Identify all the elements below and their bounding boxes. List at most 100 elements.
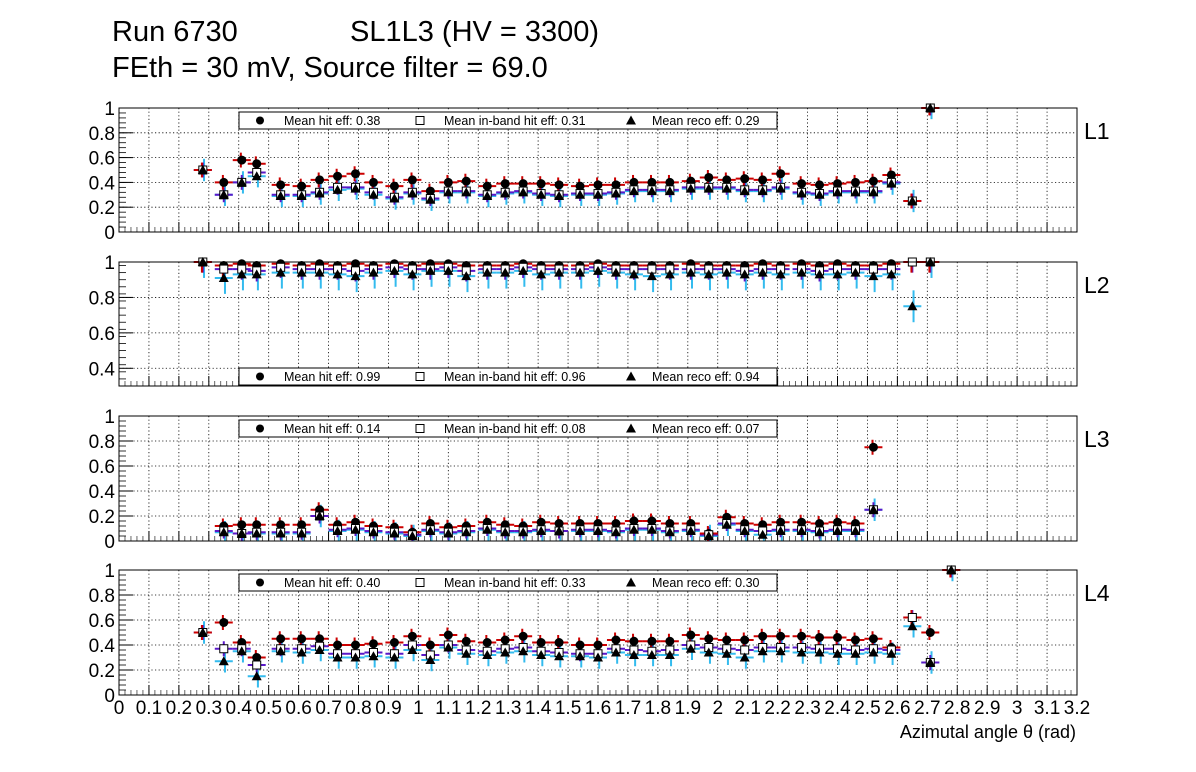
reco-marker	[407, 188, 418, 198]
reco-marker	[646, 650, 657, 659]
legend-hit-marker	[256, 372, 264, 381]
x-tick-label: 3.1	[1034, 698, 1060, 719]
legend-hit-marker	[256, 578, 264, 587]
reco-marker	[832, 648, 843, 658]
hit-marker	[647, 516, 657, 526]
y-tick-label: 0	[104, 686, 115, 707]
hit-marker	[629, 636, 639, 646]
reco-marker	[814, 527, 825, 537]
reco-marker	[461, 271, 472, 281]
hit-marker	[704, 172, 714, 182]
hit-marker	[219, 177, 229, 187]
reco-marker	[314, 188, 325, 198]
y-tick-label: 0.6	[89, 457, 115, 478]
reco-marker	[907, 621, 918, 631]
reco-marker	[796, 526, 807, 535]
reco-marker	[775, 183, 786, 193]
hit-marker	[665, 177, 675, 187]
hit-marker	[850, 177, 860, 187]
legend-l4: Mean hit eff: 0.40 Mean in-band hit eff: …	[238, 573, 778, 592]
x-tick-label: 1.3	[495, 698, 521, 719]
x-tick-label: 1	[413, 698, 424, 719]
hit-marker	[237, 155, 247, 165]
reco-marker	[664, 650, 675, 659]
hit-marker	[237, 520, 247, 530]
x-tick-label: 2.5	[854, 698, 880, 719]
panel-l4: 0 0.2 0.4 0.6 0.8 1 Mean hit eff: 0.40 Mean in-…	[89, 561, 1110, 707]
reco-marker	[850, 526, 861, 535]
reco-marker	[314, 645, 325, 654]
reco-marker	[332, 652, 343, 662]
reco-marker	[389, 265, 400, 275]
reco-marker	[628, 269, 639, 279]
hit-marker	[554, 519, 564, 528]
hit-marker	[815, 180, 825, 190]
reco-marker	[703, 531, 714, 540]
hit-marker	[740, 635, 750, 645]
y-tick-label: 0.8	[89, 124, 115, 145]
hit-marker	[333, 171, 343, 181]
reco-marker	[218, 272, 229, 282]
reco-marker	[814, 647, 825, 657]
hit-marker	[868, 176, 878, 186]
hit-marker	[389, 181, 399, 191]
reco-marker	[739, 186, 750, 196]
reco-marker	[500, 188, 511, 198]
reco-marker	[554, 267, 565, 277]
layer-label-l3: L3	[1084, 426, 1110, 452]
reco-marker	[407, 269, 418, 279]
reco-marker	[628, 650, 639, 659]
y-tick-label: 1	[104, 99, 115, 120]
reco-marker	[757, 267, 768, 277]
hit-marker	[611, 180, 621, 190]
x-axis-labels: 0 0.1 0.2 0.3 0.4 0.5 0.6 0.7 0.8 0.9 1 1.1 1.2 1.3 1.…	[114, 698, 1091, 742]
hit-marker	[611, 519, 621, 528]
reco-marker	[685, 643, 696, 653]
reco-marker	[275, 528, 286, 538]
panel-frame	[118, 569, 1078, 696]
legend-reco-label: Mean reco eff: 0.07	[652, 422, 760, 436]
reco-marker	[775, 646, 786, 656]
hit-marker	[389, 638, 399, 647]
x-tick-label: 2.3	[794, 698, 820, 719]
reco-marker	[332, 526, 343, 535]
reco-marker	[425, 526, 436, 535]
reco-marker	[575, 189, 586, 199]
y-tick-label: 0.8	[89, 432, 115, 453]
reco-marker	[536, 650, 547, 659]
x-tick-label: 2.2	[764, 698, 790, 719]
reco-marker	[775, 526, 786, 535]
x-tick-label: 1.8	[645, 698, 671, 719]
x-tick-label: 0	[114, 698, 125, 719]
legend-hit-marker	[256, 424, 264, 433]
reco-marker	[368, 527, 379, 537]
reco-marker	[814, 269, 825, 279]
layer-label-l2: L2	[1084, 272, 1110, 298]
hit-marker	[868, 634, 878, 644]
reco-marker	[868, 647, 879, 657]
reco-marker	[814, 189, 825, 199]
reco-marker	[389, 528, 400, 538]
x-tick-label: 0.4	[226, 698, 253, 719]
reco-marker	[536, 526, 547, 535]
reco-marker	[461, 527, 472, 537]
hit-marker	[252, 520, 262, 530]
legend-box	[238, 573, 778, 592]
inband-marker	[219, 264, 229, 274]
reco-marker	[482, 524, 493, 534]
hit-marker	[833, 517, 842, 527]
legend-inband-marker	[415, 372, 425, 381]
hit-marker	[686, 630, 696, 640]
y-tick-label: 0.4	[89, 482, 116, 503]
reco-marker	[350, 524, 361, 534]
hit-marker	[297, 634, 307, 644]
hit-marker	[647, 177, 657, 187]
reco-marker	[721, 267, 732, 277]
markers	[197, 103, 936, 206]
hit-marker	[833, 633, 842, 642]
reco-marker	[314, 511, 325, 520]
reco-marker	[757, 529, 768, 539]
y-tick-label: 0.2	[89, 661, 115, 682]
x-tick-label: 0.5	[255, 698, 281, 719]
reco-marker	[275, 267, 286, 277]
